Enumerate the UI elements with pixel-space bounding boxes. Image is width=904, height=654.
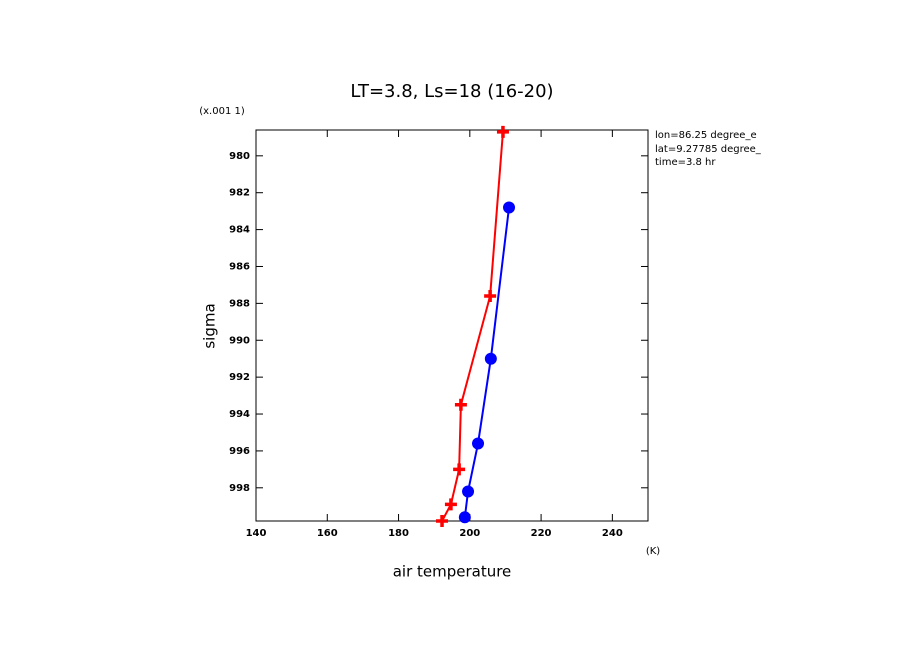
y-tick-label: 998: [229, 483, 250, 494]
point: [454, 398, 467, 411]
x-tick-label: 160: [317, 528, 338, 539]
y-tick-label: 982: [229, 188, 250, 199]
point: [436, 515, 449, 527]
x-tick-label: 200: [459, 528, 480, 539]
x-unit: (K): [646, 546, 660, 557]
y-tick-label: 994: [229, 409, 250, 420]
point: [453, 463, 466, 476]
annotations: lon=86.25 degree_e lat=9.27785 degree_ t…: [655, 130, 762, 168]
plot-frame: [255, 129, 649, 522]
x-tick-label: 180: [388, 528, 409, 539]
annotation: lat=9.27785 degree_: [655, 144, 762, 155]
annotation: time=3.8 hr: [655, 157, 716, 168]
x-tick-label: 220: [531, 528, 552, 539]
point: [496, 125, 509, 138]
point: [503, 201, 516, 214]
point: [484, 352, 497, 365]
y-tick-label: 986: [229, 261, 250, 272]
point: [444, 498, 457, 511]
point: [484, 289, 497, 302]
y-tick-label: 992: [229, 372, 250, 383]
point: [472, 437, 485, 450]
x-tick-label: 240: [602, 528, 623, 539]
y-axis-label: sigma: [201, 303, 219, 348]
annotation: lon=86.25 degree_e: [655, 130, 757, 141]
y-tick-label: 988: [229, 298, 250, 309]
y-tick-label: 980: [229, 151, 250, 162]
y-tick-label: 996: [229, 446, 250, 457]
point: [458, 511, 471, 524]
x-axis-label: air temperature: [393, 563, 512, 581]
y-unit: (x.001 1): [199, 106, 245, 117]
x-tick-label: 140: [246, 528, 267, 539]
point: [462, 485, 475, 498]
chart-title: LT=3.8, Ls=18 (16-20): [350, 81, 553, 102]
y-tick-label: 984: [229, 225, 250, 236]
y-tick-label: 990: [229, 335, 250, 346]
